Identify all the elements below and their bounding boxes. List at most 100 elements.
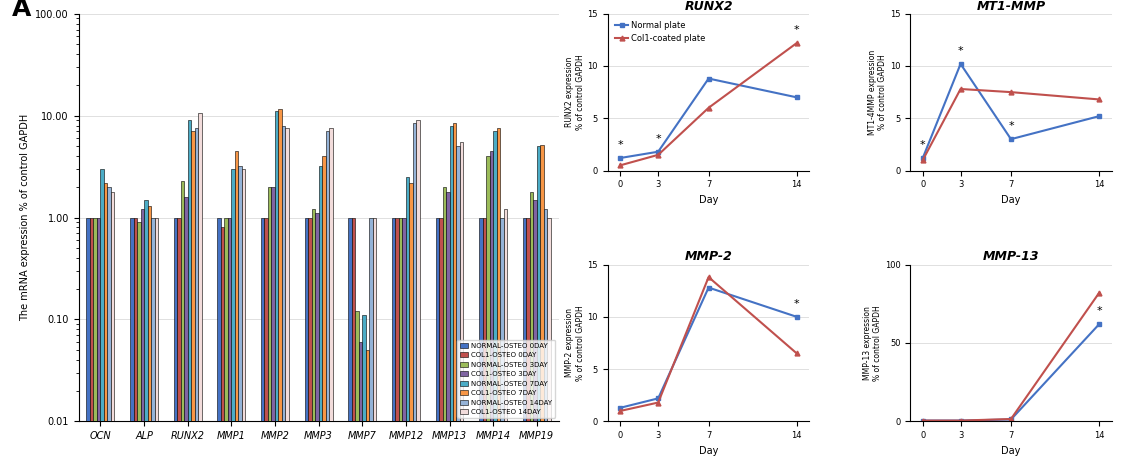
Line: Col1-coated plate: Col1-coated plate (618, 41, 800, 168)
Col1-coated plate (1093, 97, 1106, 102)
Col1-coated plate (613, 408, 627, 414)
Bar (366, 350, 369, 458)
Y-axis label: The mRNA expression % of control GAPDH: The mRNA expression % of control GAPDH (20, 114, 29, 321)
Bar (275, 111, 279, 458)
X-axis label: Day: Day (699, 195, 719, 205)
Bar (496, 128, 500, 458)
Bar (268, 187, 272, 458)
Col1-coated plate (1093, 290, 1106, 295)
Bar (326, 131, 329, 458)
Text: *: * (920, 140, 925, 150)
Line: Normal plate: Normal plate (618, 285, 800, 410)
Text: *: * (656, 134, 661, 144)
Normal plate (651, 149, 665, 154)
Text: *: * (618, 140, 623, 150)
Bar (369, 218, 373, 458)
Y-axis label: MT1-4MMP expression
% of control GAPDH: MT1-4MMP expression % of control GAPDH (868, 49, 887, 135)
Bar (363, 315, 366, 458)
Bar (198, 114, 202, 458)
Bar (405, 177, 410, 458)
Normal plate (953, 61, 967, 67)
Bar (221, 228, 225, 458)
Bar (483, 218, 486, 458)
Bar (238, 166, 241, 458)
Normal plate (916, 155, 930, 161)
Bar (329, 128, 332, 458)
Bar (188, 120, 191, 458)
Bar (547, 218, 550, 458)
Normal plate (651, 396, 665, 401)
Y-axis label: MMP-13 expression
% of control GAPDH: MMP-13 expression % of control GAPDH (862, 305, 882, 381)
Bar (453, 123, 456, 458)
Col1-coated plate (613, 163, 627, 168)
Col1-coated plate (791, 351, 804, 356)
Normal plate (1093, 322, 1106, 327)
Bar (228, 218, 231, 458)
Normal plate (953, 418, 967, 423)
Text: *: * (1008, 121, 1014, 131)
Bar (100, 169, 104, 458)
Col1-coated plate (651, 400, 665, 405)
Col1-coated plate (702, 274, 715, 280)
Normal plate (791, 314, 804, 320)
Bar (265, 218, 268, 458)
Normal plate (916, 418, 930, 423)
Normal plate (791, 95, 804, 100)
Bar (530, 191, 533, 458)
Bar (231, 169, 235, 458)
X-axis label: Day: Day (699, 446, 719, 456)
Bar (523, 218, 527, 458)
Bar (410, 183, 413, 458)
Bar (503, 209, 508, 458)
Bar (355, 311, 358, 458)
Line: Normal plate: Normal plate (921, 61, 1102, 160)
Col1-coated plate (1004, 89, 1017, 95)
Line: Col1-coated plate: Col1-coated plate (921, 290, 1102, 423)
Bar (449, 125, 453, 458)
Bar (104, 183, 108, 458)
Bar (417, 120, 420, 458)
Bar (490, 151, 493, 458)
Bar (373, 218, 376, 458)
Bar (311, 209, 316, 458)
Bar (97, 218, 100, 458)
Legend: NORMAL-OSTEO 0DAY, COL1-OSTEO 0DAY, NORMAL-OSTEO 3DAY, COL1-OSTEO 3DAY, NORMAL-O: NORMAL-OSTEO 0DAY, COL1-OSTEO 0DAY, NORM… (457, 340, 555, 418)
Bar (155, 218, 158, 458)
Bar (181, 181, 184, 458)
Bar (174, 218, 177, 458)
Bar (486, 156, 490, 458)
Bar (456, 146, 460, 458)
Title: MMP-13: MMP-13 (983, 251, 1039, 263)
Title: MT1-MMP: MT1-MMP (976, 0, 1046, 12)
Bar (86, 218, 90, 458)
Bar (351, 218, 355, 458)
Text: *: * (794, 299, 800, 309)
Bar (235, 151, 238, 458)
Bar (540, 145, 544, 458)
Bar (493, 131, 496, 458)
Bar (316, 213, 319, 458)
X-axis label: Day: Day (1002, 446, 1021, 456)
Bar (439, 218, 442, 458)
Bar (304, 218, 308, 458)
Col1-coated plate (1004, 416, 1017, 422)
Bar (348, 218, 351, 458)
Bar (395, 218, 399, 458)
Line: Normal plate: Normal plate (618, 76, 800, 160)
Bar (194, 128, 198, 458)
Bar (144, 200, 147, 458)
Bar (533, 200, 537, 458)
Col1-coated plate (651, 152, 665, 158)
Bar (402, 218, 405, 458)
Normal plate (1004, 136, 1017, 142)
Bar (460, 142, 464, 458)
Bar (319, 166, 322, 458)
Bar (191, 131, 194, 458)
Line: Normal plate: Normal plate (921, 322, 1102, 423)
Bar (442, 187, 446, 458)
Normal plate (1004, 417, 1017, 422)
Bar (137, 222, 140, 458)
Bar (93, 218, 97, 458)
Text: *: * (958, 46, 964, 56)
Bar (537, 146, 540, 458)
